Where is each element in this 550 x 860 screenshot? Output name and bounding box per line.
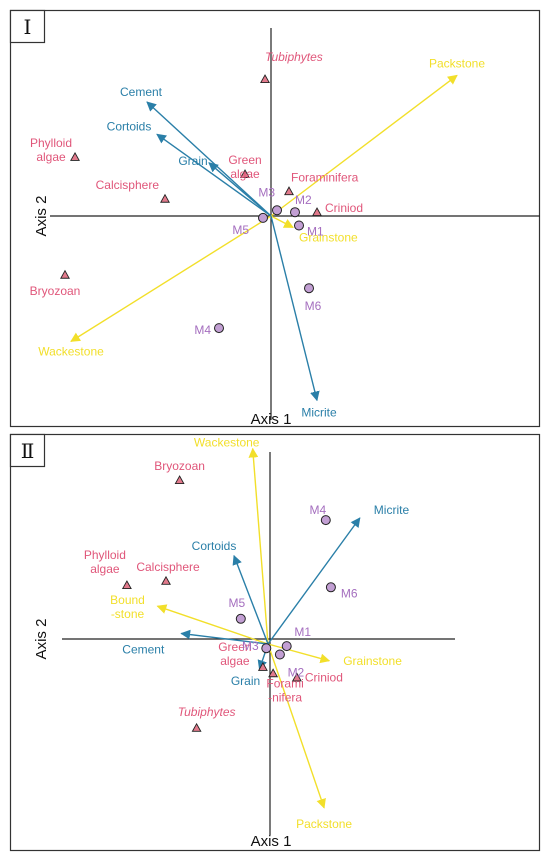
panel-2-sample-marker-m6 [325, 582, 336, 593]
panel-1-arrows: Packstone Wackestone Grainstone Cement Corto… [38, 56, 485, 419]
panel-1-sample-label-m3: M3 [258, 185, 275, 199]
panel-1-samples: M1 M2 M3 M4 M5 M6 [194, 185, 324, 337]
panel-1-sample-marker-m3 [272, 205, 282, 216]
panel-2-frame [9, 433, 541, 852]
panel-2-sample-marker-m3 [261, 643, 272, 654]
panel-1-arrow-label-cortoids: Cortoids [107, 119, 152, 133]
panel-2-taxon-label-criniod: Criniod [305, 671, 343, 685]
panel-1-y-axis-title: Axis 2 [33, 196, 50, 237]
panel-2: Ⅱ Axis 1 Axis 2 Wackestone Bound -stone Gra… [9, 433, 541, 852]
panel-2-samples: M1 M2 M3 M4 M5 M6 [228, 503, 357, 679]
panel-1-arrow-label-micrite: Micrite [301, 405, 337, 419]
panel-1-arrow-label-wackestone: Wackestone [38, 344, 104, 358]
panel-1-taxon-marker-tubiphytes [260, 74, 270, 84]
panel-1-taxon-marker-foraminifera [284, 186, 294, 196]
panel-2-taxon-label-phylloid-algae: Phylloid algae [84, 548, 126, 576]
panel-2-arrow-label-grain: Grain [231, 674, 260, 688]
panel-1-taxon-marker-calcisphere [160, 193, 170, 203]
panel-2-y-axis-title: Axis 2 [33, 619, 50, 660]
panel-1-arrow-cement [146, 101, 272, 217]
panel-2-taxon-label-tubiphytes: Tubiphytes [178, 705, 236, 719]
panel-1-taxon-label-calcisphere: Calcisphere [96, 178, 160, 192]
panel-1-sample-marker-m5 [258, 212, 268, 223]
panel-1-arrow-grainstone [270, 215, 294, 229]
panel-2-taxon-label-green-algae: Green algae [218, 640, 251, 668]
panel-1-taxon-label-criniod: Criniod [325, 201, 363, 215]
panel-1-taxon-label-phylloid-algae: Phylloid algae [30, 136, 72, 164]
panel-2-sample-label-m3: M3 [242, 639, 259, 653]
panel-1-sample-label-m2: M2 [295, 193, 312, 207]
panel-2-sample-label-m4: M4 [309, 503, 326, 517]
panel-1-taxon-label-bryozoan: Bryozoan [30, 284, 81, 298]
panel-2-arrow-label-cement: Cement [122, 643, 165, 657]
panel-2-taxon-marker-bryozoan [174, 475, 185, 485]
panel-1-sample-marker-m1 [294, 220, 304, 231]
panel-2-sample-marker-m4 [320, 515, 331, 526]
panel-2-arrow-cortoids [232, 554, 269, 645]
panel-1-arrow-label-packstone: Packstone [429, 56, 485, 70]
panel-2-arrow-label-wackestone: Wackestone [194, 436, 260, 450]
panel-1-sample-label-m1: M1 [307, 225, 324, 239]
panel-2-arrow-bound-stone [156, 604, 269, 645]
panel-2-label: Ⅱ [21, 441, 35, 463]
panel-2-arrow-label-cortoids: Cortoids [192, 539, 237, 553]
panel-1-taxon-label-green-algae: Green algae [228, 153, 261, 181]
panel-1-x-axis-title: Axis 1 [251, 411, 292, 428]
panel-2-arrow-wackestone [248, 447, 269, 645]
panel-1-sample-marker-m2 [290, 207, 300, 218]
panel-2-sample-marker-m5 [235, 613, 246, 624]
panel-2-label-box [9, 433, 46, 468]
panel-1-taxon-marker-green-algae [240, 169, 250, 179]
panel-1-taxon-label-tubiphytes: Tubiphytes [265, 50, 323, 64]
panel-2-arrow-packstone [267, 643, 326, 809]
panel-2-taxon-label-calcisphere: Calcisphere [136, 560, 200, 574]
panel-1-sample-label-m5: M5 [232, 223, 249, 237]
panel-1-label-box [9, 9, 46, 44]
panel-2-arrow-grainstone [267, 643, 331, 664]
panel-2-taxa: Bryozoan Phylloid algae Calcisphere Green alg… [84, 459, 343, 732]
panel-2-sample-marker-m2 [274, 649, 285, 660]
panel-1-sample-marker-m4 [214, 323, 224, 334]
panel-1-arrow-packstone [270, 74, 458, 217]
panel-1-taxon-marker-bryozoan [60, 269, 70, 279]
panel-1-arrow-label-grain: Grain [178, 154, 207, 168]
panel-1-arrow-grain [208, 162, 272, 217]
panel-2-sample-marker-m1 [281, 641, 292, 652]
panel-2-arrows: Wackestone Bound -stone Grainstone Packstone… [110, 436, 409, 831]
panel-1-taxon-marker-criniod [312, 207, 322, 217]
panel-1: Ⅰ Axis 1 Axis 2 Packstone Wackestone Grain… [9, 9, 541, 428]
panel-2-taxon-marker-phylloid-algae [121, 580, 132, 590]
panel-2-sample-label-m1: M1 [294, 625, 311, 639]
panel-2-taxon-marker-criniod [291, 672, 302, 682]
panel-1-label: Ⅰ [24, 17, 32, 39]
panel-1-sample-label-m4: M4 [194, 323, 211, 337]
panel-2-arrow-micrite [267, 517, 361, 645]
panel-2-sample-label-m5: M5 [228, 596, 245, 610]
panel-2-arrow-label-packstone: Packstone [296, 817, 352, 831]
panel-2-taxon-marker-calcisphere [161, 575, 171, 585]
panel-2-x-axis-title: Axis 1 [251, 833, 292, 850]
panel-1-arrow-label-cement: Cement [120, 85, 163, 99]
panel-1-taxon-marker-phylloid-algae [70, 151, 80, 161]
panel-1-arrow-cortoids [156, 133, 272, 217]
panel-2-sample-label-m2: M2 [288, 666, 305, 680]
panel-1-taxon-label-foraminifera: Foraminifera [291, 170, 359, 184]
panel-1-sample-label-m6: M6 [305, 299, 322, 313]
panel-2-arrow-cement [180, 629, 269, 645]
panel-2-arrow-label-micrite: Micrite [374, 503, 410, 517]
panel-2-arrow-label-grainstone: Grainstone [343, 654, 402, 668]
panel-1-arrow-label-grainstone: Grainstone [299, 230, 358, 244]
panel-1-sample-marker-m6 [304, 283, 314, 294]
panel-2-taxon-marker-green-algae [257, 661, 268, 671]
panel-2-taxon-marker-tubiphytes [191, 722, 202, 732]
panel-2-taxon-marker-forami-nifera [268, 668, 279, 678]
panel-2-sample-label-m6: M6 [341, 586, 358, 600]
panel-1-taxa: Tubiphytes Phylloid algae Calcisphere Green a… [30, 50, 363, 298]
panel-1-arrow-wackestone [70, 215, 272, 342]
panel-1-arrow-micrite [270, 215, 320, 402]
panel-2-taxon-label-bryozoan: Bryozoan [154, 459, 205, 473]
panel-2-arrow-label-bound-stone: Bound -stone [110, 593, 145, 621]
